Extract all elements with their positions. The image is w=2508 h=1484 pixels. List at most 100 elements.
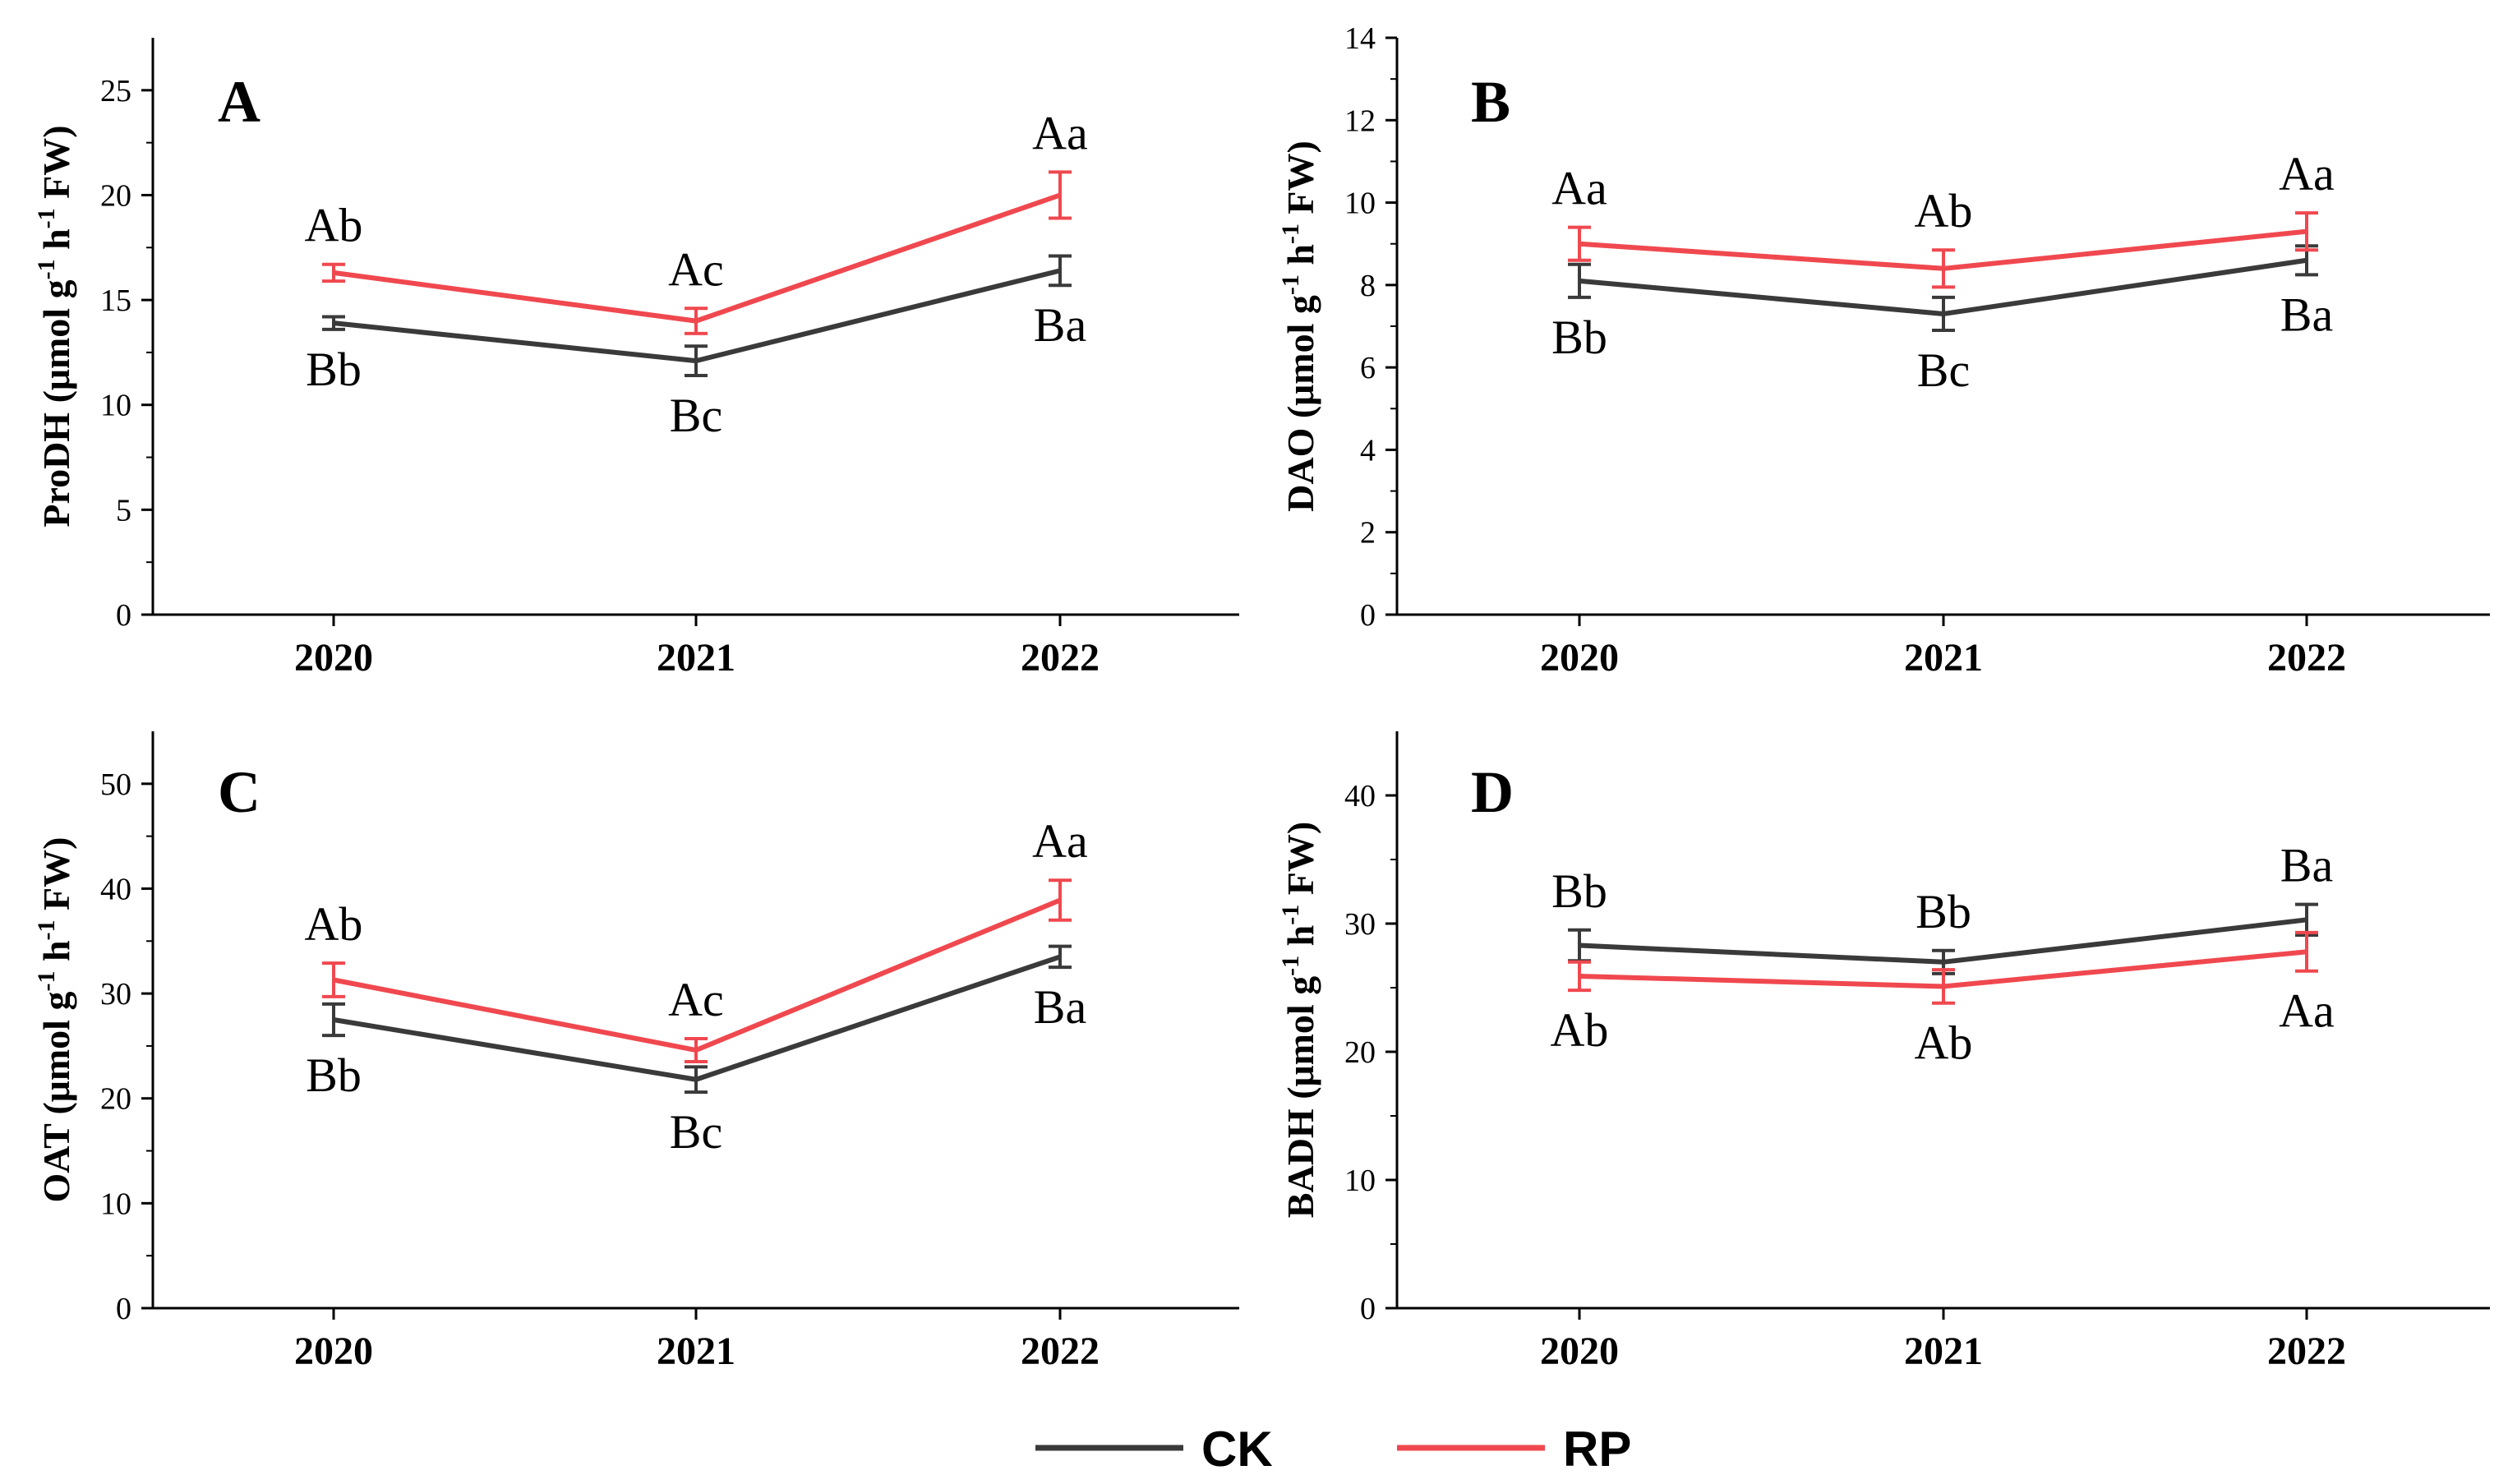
legend-label: CK bbox=[1201, 1422, 1273, 1477]
label-part: DAO (μmol g bbox=[1279, 295, 1321, 512]
panel-letter: A bbox=[218, 69, 260, 135]
significance-label: Ab bbox=[1915, 184, 1973, 237]
y-axis-label: OAT (μmol g-1 h-1 FW) bbox=[33, 837, 77, 1203]
superscript: -1 bbox=[33, 971, 60, 992]
significance-label: Bb bbox=[1916, 885, 1971, 938]
significance-label: Ba bbox=[2280, 839, 2333, 892]
label-part: h bbox=[1279, 244, 1321, 274]
y-tick-label: 14 bbox=[1344, 21, 1376, 56]
x-tick-label: 2020 bbox=[1540, 636, 1619, 680]
significance-label: Ba bbox=[2280, 288, 2333, 341]
significance-label: Aa bbox=[1551, 162, 1607, 215]
y-tick-label: 50 bbox=[100, 767, 131, 802]
series-rp: Ab Ac Aa bbox=[305, 814, 1088, 1064]
significance-label: Bb bbox=[306, 1048, 362, 1102]
y-tick-label: 0 bbox=[1360, 1292, 1376, 1326]
significance-label: Bc bbox=[670, 389, 722, 442]
label-part: FW) bbox=[1279, 822, 1321, 905]
y-axis-label: ProDH (μmol g-1 h-1 FW) bbox=[33, 125, 77, 527]
significance-label: Aa bbox=[1032, 106, 1088, 159]
y-tick-label: 5 bbox=[116, 493, 131, 528]
y-tick-label: 2 bbox=[1360, 516, 1376, 551]
significance-label: Aa bbox=[1032, 814, 1088, 868]
significance-label: Ba bbox=[1034, 298, 1086, 352]
significance-label: Ba bbox=[1034, 980, 1086, 1034]
panel-letter: B bbox=[1471, 69, 1510, 135]
label-part: h bbox=[1279, 925, 1321, 956]
superscript: -1 bbox=[1277, 274, 1304, 295]
superscript: -1 bbox=[33, 919, 60, 940]
label-part: OAT (μmol g bbox=[35, 992, 77, 1203]
significance-label: Ab bbox=[305, 897, 363, 951]
significance-label: Ac bbox=[668, 242, 724, 296]
series-ck: Bb Bb Ba bbox=[1551, 839, 2333, 975]
superscript: -1 bbox=[1277, 905, 1304, 925]
series-ck: Bb Bc Ba bbox=[1551, 244, 2333, 397]
y-tick-label: 12 bbox=[1344, 104, 1376, 138]
y-tick-label: 20 bbox=[100, 178, 131, 213]
x-tick-label: 2021 bbox=[657, 636, 735, 680]
x-tick-label: 2020 bbox=[294, 1330, 373, 1373]
y-tick-label: 25 bbox=[100, 74, 131, 108]
y-axis-label: DAO (μmol g-1 h-1 FW) bbox=[1277, 141, 1321, 512]
significance-label: Aa bbox=[2279, 147, 2335, 200]
legend: CK RP bbox=[1035, 1422, 1631, 1477]
series-rp: Aa Ab Aa bbox=[1551, 147, 2335, 289]
y-tick-label: 10 bbox=[100, 389, 131, 423]
series-rp: Ab Ac Aa bbox=[305, 106, 1088, 335]
y-tick-label: 10 bbox=[1344, 1164, 1376, 1198]
label-part: FW) bbox=[35, 837, 77, 920]
label-part: FW) bbox=[35, 125, 77, 208]
y-tick-label: 40 bbox=[100, 872, 131, 906]
significance-label: Bb bbox=[306, 343, 362, 396]
y-tick-label: 30 bbox=[1344, 907, 1376, 942]
x-tick-label: 2020 bbox=[1540, 1330, 1619, 1373]
superscript: -1 bbox=[1277, 224, 1304, 244]
x-tick-label: 2022 bbox=[2267, 1330, 2346, 1373]
significance-label: Bc bbox=[670, 1105, 722, 1159]
y-tick-label: 0 bbox=[1360, 598, 1376, 633]
significance-label: Aa bbox=[2279, 984, 2335, 1038]
x-tick-label: 2022 bbox=[2267, 636, 2346, 680]
legend-item-ck: CK bbox=[1035, 1422, 1273, 1477]
y-tick-label: 4 bbox=[1360, 433, 1376, 468]
y-tick-label: 40 bbox=[1344, 779, 1376, 813]
label-part: h bbox=[35, 228, 77, 259]
series-ck: Bb Bc Ba bbox=[306, 254, 1086, 442]
y-tick-label: 10 bbox=[1344, 187, 1376, 221]
y-tick-label: 10 bbox=[100, 1187, 131, 1221]
label-part: BADH (μmol g bbox=[1279, 976, 1321, 1218]
x-tick-label: 2021 bbox=[1904, 636, 1983, 680]
significance-label: Ab bbox=[1915, 1016, 1973, 1070]
label-part: h bbox=[35, 940, 77, 970]
label-part: ProDH (μmol g bbox=[35, 279, 77, 527]
x-tick-label: 2021 bbox=[657, 1330, 735, 1373]
significance-label: Ab bbox=[305, 199, 363, 252]
y-axis-label: BADH (μmol g-1 h-1 FW) bbox=[1277, 822, 1321, 1218]
series-ck: Bb Bc Ba bbox=[306, 944, 1086, 1159]
superscript: -1 bbox=[1277, 956, 1304, 976]
y-tick-label: 15 bbox=[100, 283, 131, 318]
superscript: -1 bbox=[33, 259, 60, 279]
y-tick-label: 30 bbox=[100, 977, 131, 1012]
panel-letter: D bbox=[1471, 759, 1514, 825]
significance-label: Bb bbox=[1551, 864, 1607, 918]
y-tick-label: 8 bbox=[1360, 269, 1376, 303]
legend-label: RP bbox=[1563, 1422, 1631, 1477]
x-tick-label: 2021 bbox=[1904, 1330, 1983, 1373]
label-part: FW) bbox=[1279, 141, 1321, 224]
x-tick-label: 2020 bbox=[294, 636, 373, 680]
significance-label: Ac bbox=[668, 973, 724, 1026]
y-tick-label: 20 bbox=[1344, 1035, 1376, 1070]
y-tick-label: 0 bbox=[116, 598, 131, 633]
panel-d: 0 10 20 30 40 2020 2021 2022 BADH (μmol g-1 h-1 … bbox=[1277, 731, 2490, 1373]
x-tick-label: 2022 bbox=[1021, 1330, 1100, 1373]
legend-item-rp: RP bbox=[1397, 1422, 1631, 1477]
y-tick-label: 20 bbox=[100, 1082, 131, 1117]
x-tick-label: 2022 bbox=[1021, 636, 1100, 680]
superscript: -1 bbox=[33, 208, 60, 228]
series-rp: Ab Ab Aa bbox=[1551, 930, 2335, 1070]
